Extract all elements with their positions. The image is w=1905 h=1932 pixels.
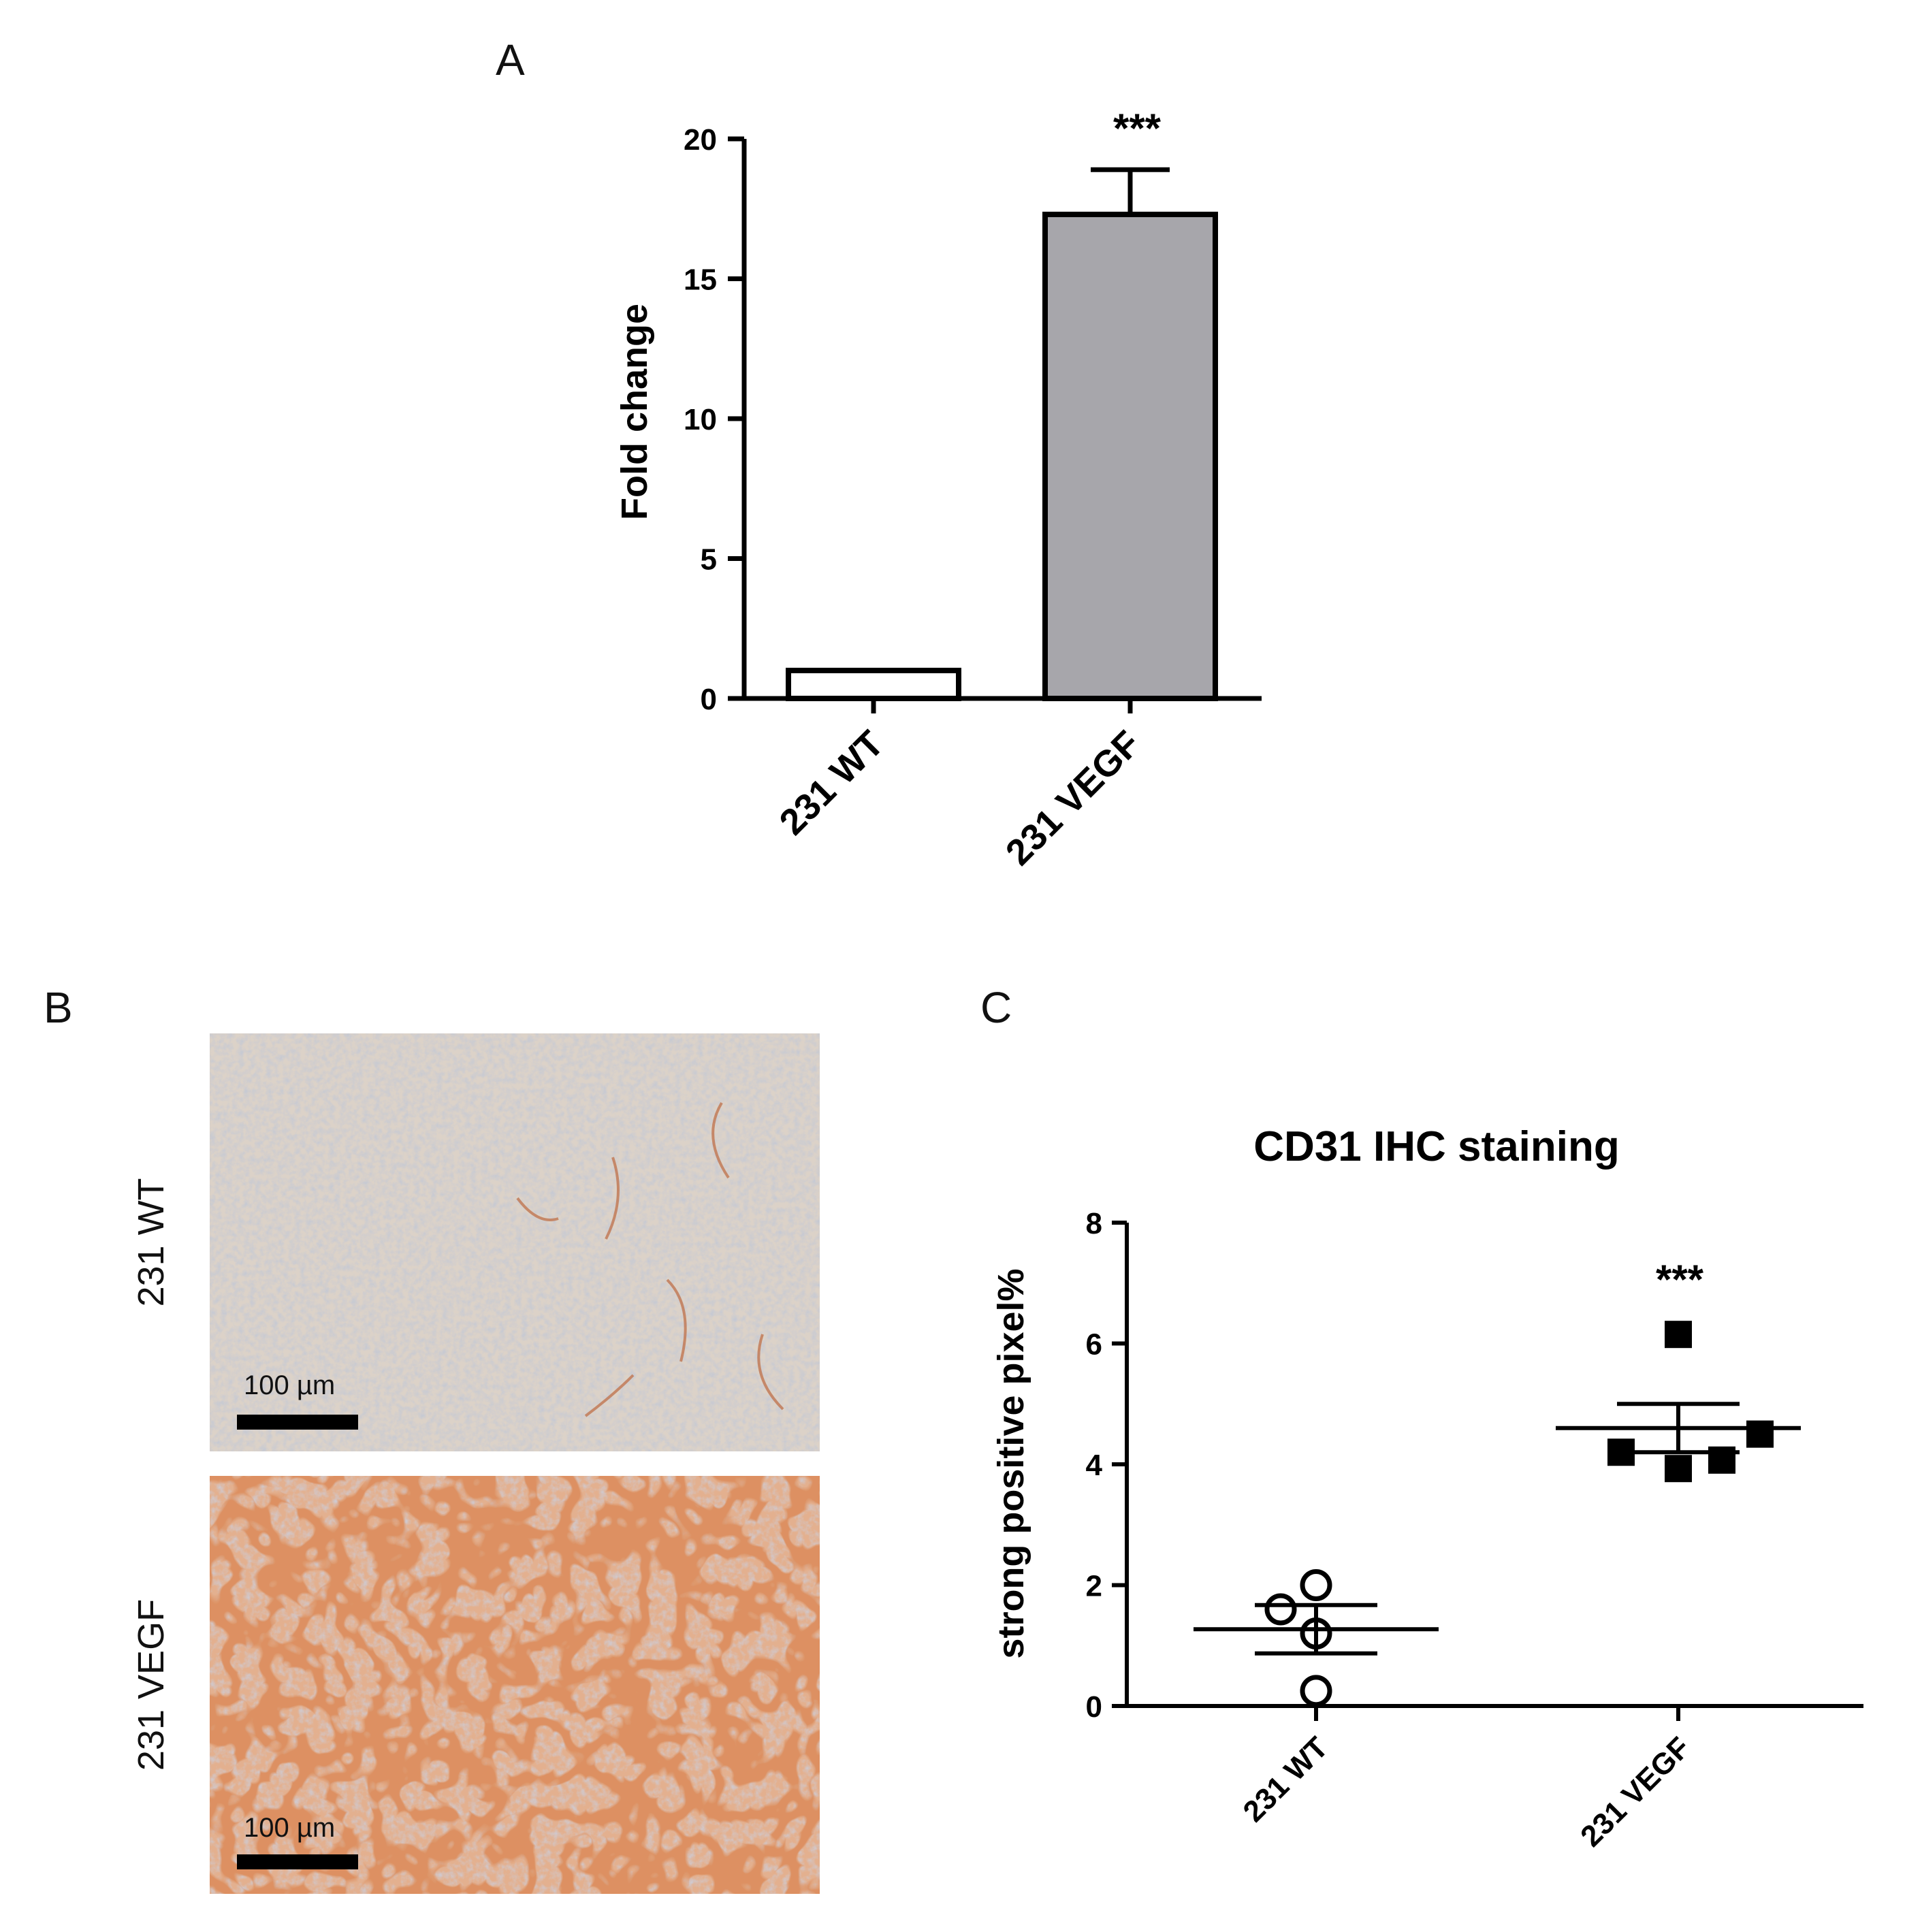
panel-a-significance: *** <box>1113 106 1162 151</box>
panel-a-bar-chart: 0 5 10 15 20 231 WT 231 VEGF *** Fold change <box>614 106 1262 873</box>
panel-c-significance: *** <box>1656 1257 1704 1302</box>
panel-c-y-tick-label: 6 <box>1086 1328 1102 1362</box>
panel-a-bar-231-vegf <box>1042 211 1218 702</box>
panel-label-c: C <box>980 983 1012 1032</box>
scale-bar-label-wt: 100 µm <box>244 1370 335 1400</box>
scale-bar-label-vegf: 100 µm <box>244 1813 335 1843</box>
panel-c-point-231-vegf <box>1746 1420 1774 1448</box>
panel-c-y-tick-label: 8 <box>1086 1207 1102 1240</box>
panel-c-point-231-vegf <box>1665 1455 1692 1483</box>
panel-a-x-tick-label: 231 VEGF <box>998 723 1149 873</box>
panel-a-bar-231-wt <box>786 667 961 702</box>
row-label-231-vegf: 231 VEGF <box>131 1599 172 1771</box>
panel-c-point-231-wt <box>1300 1675 1332 1707</box>
panel-c-x-tick-label: 231 VEGF <box>1574 1730 1697 1853</box>
panel-label-b: B <box>44 983 73 1032</box>
panel-c-point-231-wt <box>1264 1593 1297 1626</box>
panel-c-point-231-vegf <box>1665 1321 1692 1349</box>
panel-a-y-tick-label: 15 <box>684 263 717 297</box>
panel-a-y-tick-label: 5 <box>701 543 717 577</box>
panel-a-y-tick-label: 10 <box>684 403 717 436</box>
scale-bar-wt <box>237 1415 358 1430</box>
micrograph-231-vegf: 100 µm <box>210 1476 820 1894</box>
panel-a-x-tick-label: 231 WT <box>771 723 891 843</box>
scale-bar-vegf <box>237 1854 358 1869</box>
panel-label-a: A <box>496 35 525 84</box>
panel-b-micrographs: 100 µm 100 µm 231 WT 231 VEGF <box>131 1033 820 1894</box>
panel-c-point-231-wt <box>1300 1569 1332 1601</box>
row-label-231-wt: 231 WT <box>131 1178 172 1306</box>
panel-a-y-axis-label: Fold change <box>614 304 655 520</box>
micrograph-231-wt: 100 µm <box>210 1033 820 1451</box>
panel-c-title: CD31 IHC staining <box>1253 1123 1619 1170</box>
panel-a-y-tick-label: 0 <box>701 683 717 716</box>
panel-c-y-tick-label: 2 <box>1086 1570 1102 1603</box>
panel-c-y-tick-label: 0 <box>1086 1690 1102 1724</box>
panel-c-x-tick-label: 231 WT <box>1236 1730 1334 1829</box>
panel-c-y-tick-label: 4 <box>1086 1449 1103 1482</box>
panel-c-dot-plot: CD31 IHC staining 0 2 4 6 8 231 WT 231 VEGF **… <box>991 1123 1863 1853</box>
panel-c-y-axis-label: strong positive pixel% <box>991 1268 1031 1658</box>
panel-a-y-tick-label: 20 <box>684 123 717 157</box>
